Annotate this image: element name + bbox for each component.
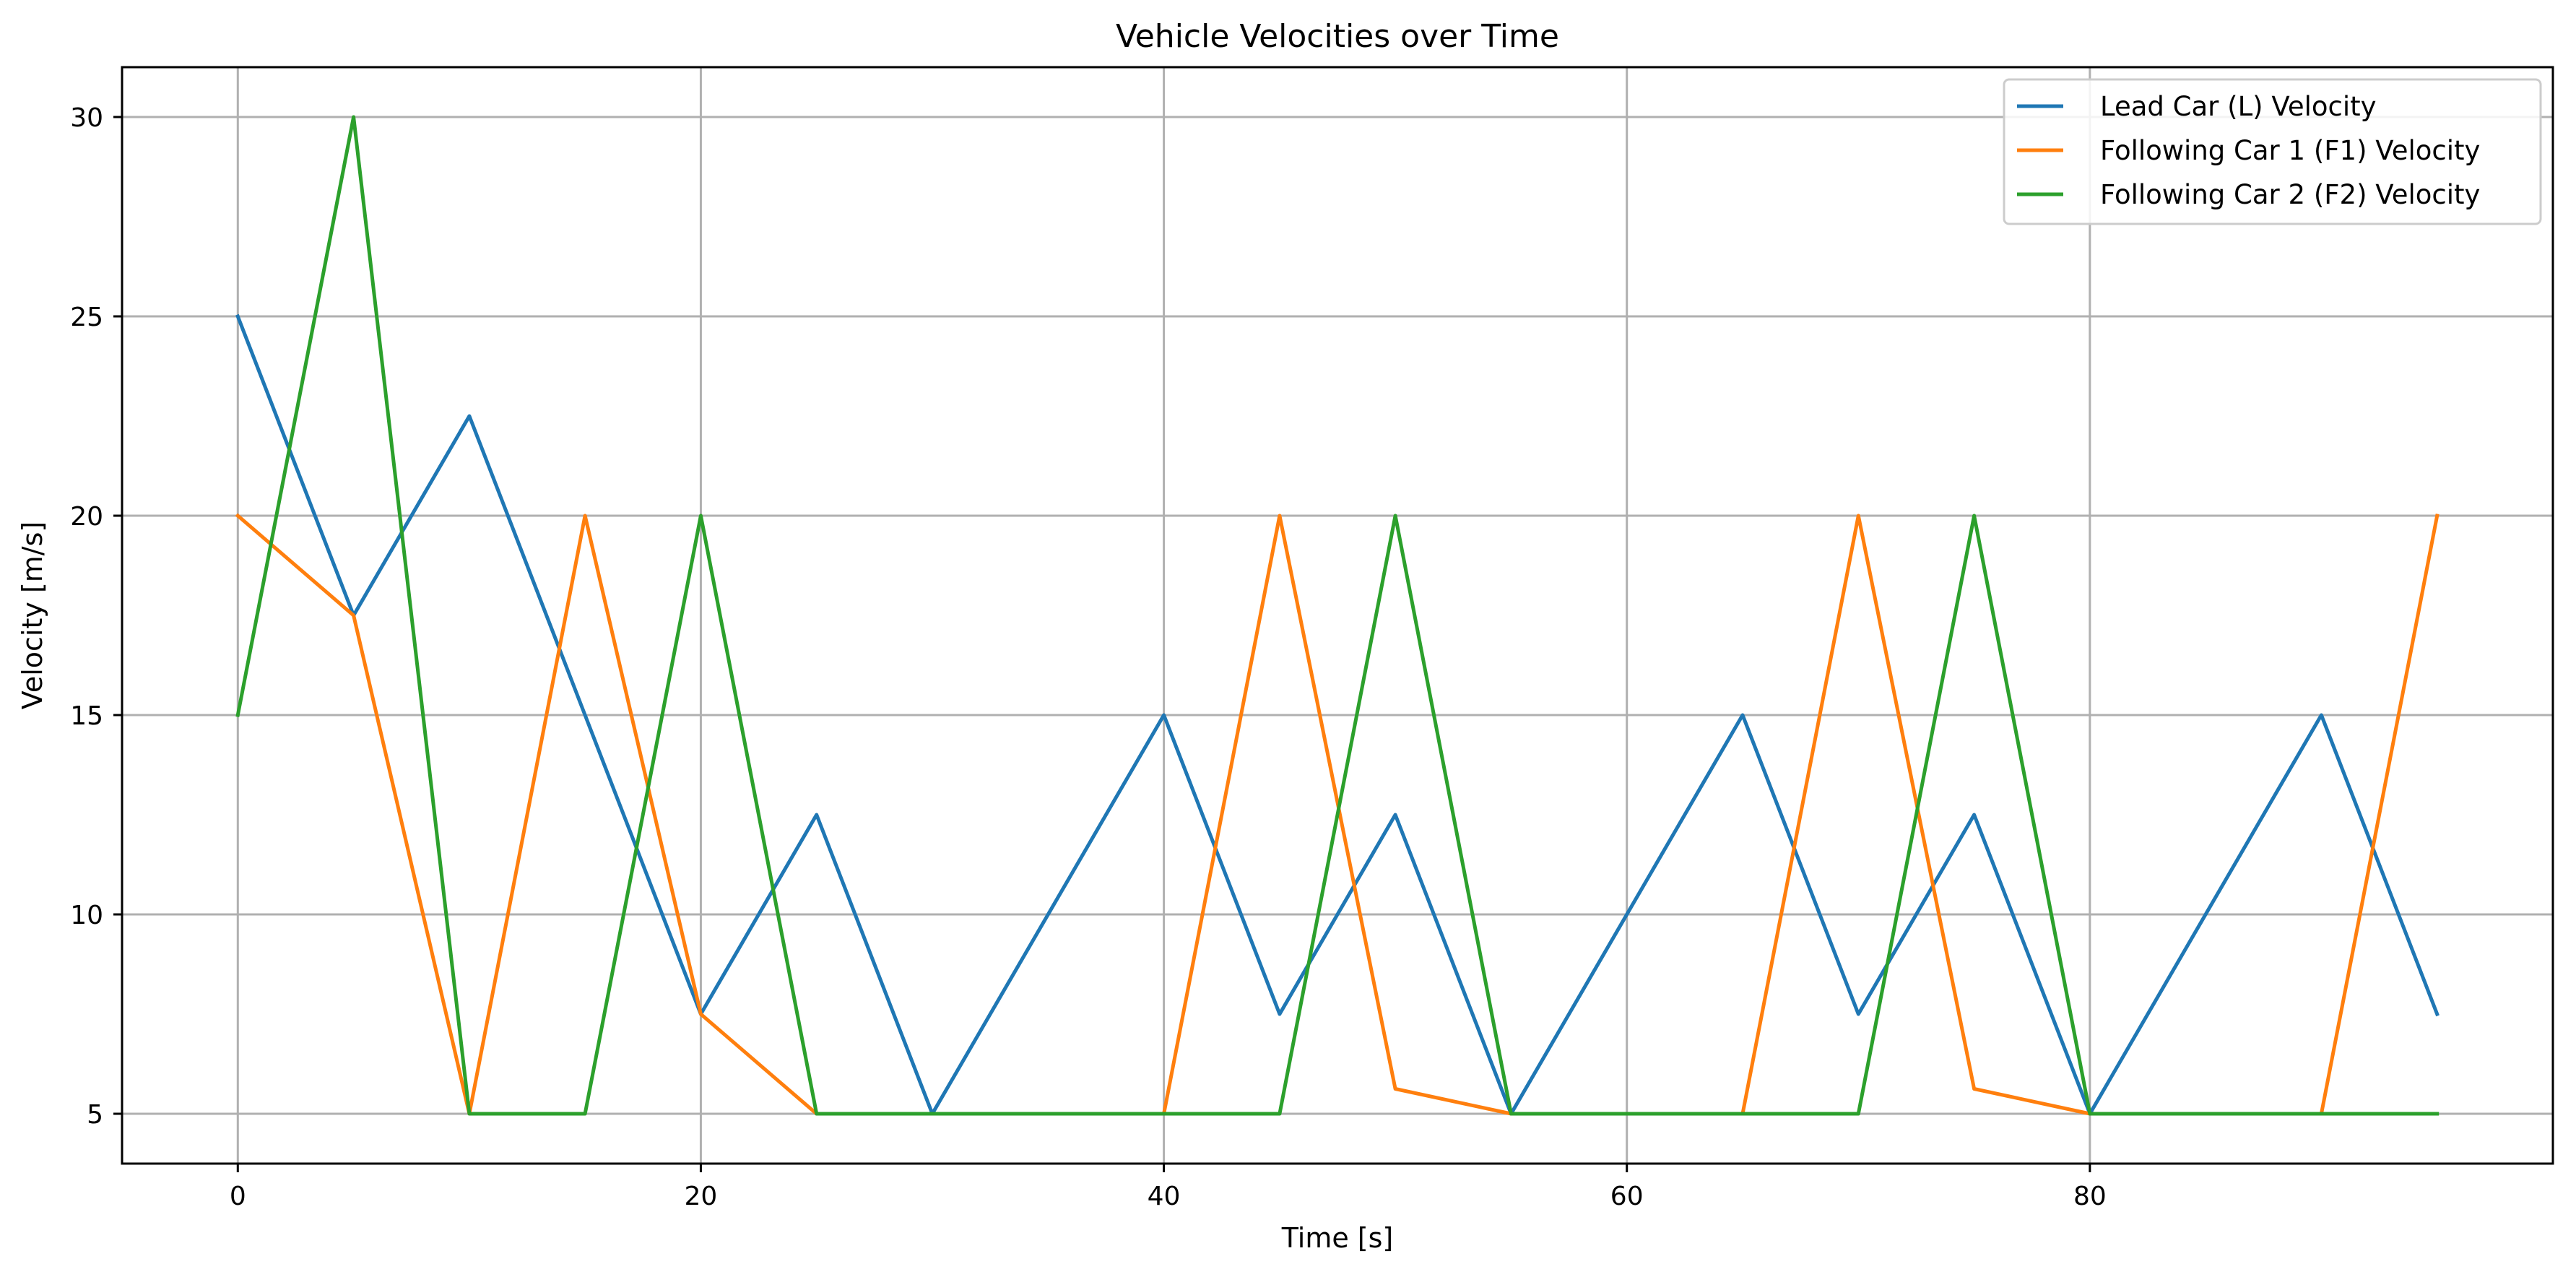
plot-frame: [121, 66, 2554, 1165]
y-tick-label: 5: [87, 1100, 103, 1130]
y-axis-label: Velocity [m/s]: [17, 521, 48, 709]
legend-label: Following Car 1 (F1) Velocity: [2100, 135, 2480, 166]
series-layer: [235, 115, 2440, 1116]
series-line-3: [235, 115, 2440, 1116]
y-tick-label: 25: [70, 303, 103, 332]
series-line-1: [235, 313, 2440, 1116]
legend-box: [2003, 78, 2542, 225]
x-tick-label: 20: [685, 1182, 718, 1211]
x-tick-label: 40: [1148, 1182, 1181, 1211]
legend-label: Following Car 2 (F2) Velocity: [2100, 179, 2480, 210]
y-tick-label: 20: [70, 502, 103, 532]
series-line-2: [235, 513, 2440, 1116]
x-tick-label: 0: [230, 1182, 246, 1211]
x-tick-label: 60: [1610, 1182, 1644, 1211]
legend-label: Lead Car (L) Velocity: [2100, 91, 2377, 122]
y-tick-label: 15: [70, 701, 103, 731]
y-tick-label: 30: [70, 103, 103, 133]
legend: Lead Car (L) Velocity Following Car 1 (F1…: [2003, 78, 2542, 225]
y-tick-label: 10: [70, 901, 103, 930]
x-axis: 0 20 40 60 80: [230, 1164, 2107, 1211]
x-tick-label: 80: [2073, 1182, 2107, 1211]
chart-title: Vehicle Velocities over Time: [1116, 18, 1559, 55]
y-axis: 5 10 15 20 25 30: [70, 103, 122, 1130]
x-axis-label: Time [s]: [1281, 1222, 1394, 1254]
